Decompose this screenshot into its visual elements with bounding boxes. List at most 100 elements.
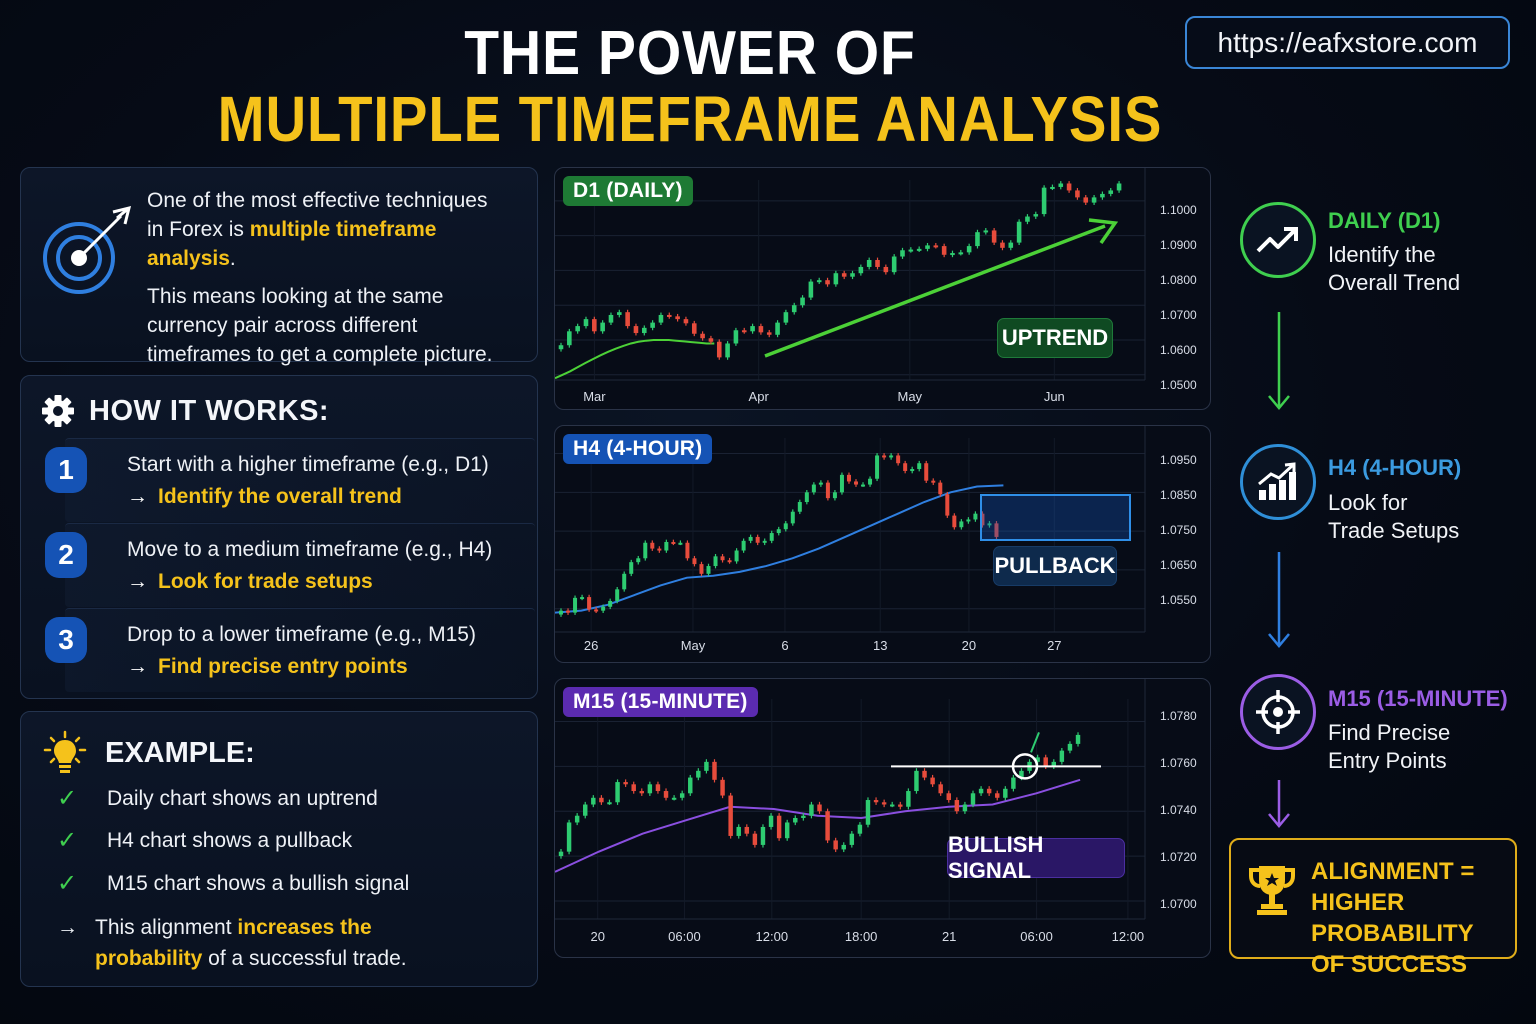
check-text: Daily chart shows an uptrend — [107, 786, 378, 810]
result-line3: OF SUCCESS — [1311, 951, 1468, 978]
x-axis-tick: May — [680, 638, 706, 653]
x-axis-tick: Jun — [1043, 389, 1065, 404]
x-axis-tick: 06:00 — [1020, 929, 1053, 944]
uptrend-label: UPTREND — [997, 318, 1113, 358]
y-axis-tick: 1.0650 — [1160, 558, 1197, 572]
result-line1: ALIGNMENT = — [1311, 858, 1475, 885]
candlestick-chart — [555, 426, 1146, 633]
x-axis-tick: 12:00 — [755, 929, 789, 944]
example-panel: EXAMPLE: ✓ Daily chart shows an uptrend … — [20, 711, 538, 987]
step-number-badge: 3 — [45, 617, 87, 663]
checkmark-icon: ✓ — [57, 870, 78, 897]
step-2: 2 Move to a medium timeframe (e.g., H4) … — [45, 523, 535, 607]
x-axis-tick: 13 — [872, 638, 888, 653]
check-text: M15 chart shows a bullish signal — [107, 871, 410, 895]
chart-h4-4hour: H4 (4-HOUR) PULLBACK 1.0950 1.0850 1.0750 1… — [554, 425, 1211, 663]
arrow-right-icon: → — [127, 485, 148, 508]
timeframe-badge-d1: D1 (DAILY) — [563, 176, 693, 206]
y-axis-tick: 1.0900 — [1160, 238, 1197, 252]
y-axis-tick: 1.0750 — [1160, 523, 1197, 537]
x-axis-tick: 18:00 — [844, 929, 878, 944]
y-axis-tick: 1.0720 — [1160, 850, 1197, 864]
x-axis-tick: 27 — [1047, 638, 1062, 653]
x-axis-tick: 6 — [781, 638, 789, 653]
intro-line2-prefix: in Forex is — [147, 218, 250, 241]
x-axis-tick: 26 — [583, 638, 599, 653]
y-axis-tick: 1.0740 — [1160, 803, 1197, 817]
arrow-down-icon — [1268, 552, 1290, 648]
arrow-right-icon: → — [127, 655, 148, 678]
example-heading: EXAMPLE: — [105, 736, 255, 769]
example-check-item: ✓ Daily chart shows an uptrend — [57, 784, 378, 813]
step-text: Move to a medium timeframe (e.g., H4) — [127, 538, 493, 561]
example-conclusion: → This alignment increases the probabili… — [57, 912, 435, 974]
conclusion-suffix: of a successful trade. — [202, 947, 407, 970]
intro-text: One of the most effective techniques in … — [147, 186, 527, 378]
trend-up-icon — [1240, 202, 1316, 278]
x-axis-tick: 06:00 — [668, 929, 701, 944]
flow-desc-m15: Find Precise Entry Points — [1328, 720, 1451, 773]
step-action: Identify the overall trend — [158, 485, 402, 508]
example-check-item: ✓ M15 chart shows a bullish signal — [57, 869, 409, 898]
chart-m15-15minute: M15 (15-MINUTE) BULLISH SIGNAL 1.0780 1.0… — [554, 678, 1211, 958]
y-axis-tick: 1.0550 — [1160, 593, 1197, 607]
step-text: Drop to a lower timeframe (e.g., M15) — [127, 623, 476, 646]
bar-chart-growth-icon — [1240, 444, 1316, 520]
arrow-down-icon — [1268, 780, 1290, 828]
how-it-works-heading: HOW IT WORKS: — [89, 394, 330, 427]
x-axis-tick: 20 — [590, 929, 605, 944]
page-title-line2: MULTIPLE TIMEFRAME ANALYSIS — [217, 83, 1163, 155]
flow-desc-d1: Identify the Overall Trend — [1328, 242, 1461, 295]
pullback-label: PULLBACK — [993, 546, 1117, 586]
step-number-badge: 2 — [45, 532, 87, 578]
x-axis-tick: May — [897, 389, 923, 404]
flow-title-m15: M15 (15-MINUTE) — [1328, 686, 1508, 711]
step-action: Look for trade setups — [158, 570, 373, 593]
x-axis-tick: Apr — [748, 389, 769, 404]
step-number-badge: 1 — [45, 447, 87, 493]
alignment-result-text: ALIGNMENT = HIGHER PROBABILITY OF SUCCES… — [1311, 856, 1515, 980]
example-header: EXAMPLE: — [43, 730, 255, 776]
conclusion-highlight: increases the probability — [95, 916, 372, 970]
step-text: Start with a higher timeframe (e.g., D1) — [127, 453, 489, 476]
x-axis-tick: 21 — [941, 929, 957, 944]
y-axis-tick: 1.0850 — [1160, 488, 1197, 502]
gear-icon — [42, 395, 74, 427]
website-url-link[interactable]: https://eafxstore.com — [1185, 16, 1510, 69]
y-axis-tick: 1.0700 — [1160, 308, 1197, 322]
alignment-result-box: ALIGNMENT = HIGHER PROBABILITY OF SUCCES… — [1229, 838, 1517, 978]
result-line2: HIGHER PROBABILITY — [1311, 889, 1474, 947]
conclusion-prefix: This alignment — [95, 916, 238, 939]
step-3: 3 Drop to a lower timeframe (e.g., M15) … — [45, 608, 535, 692]
page-title-line1: THE POWER OF — [464, 19, 916, 88]
target-arrow-icon — [43, 205, 131, 294]
intro-line1: One of the most effective techniques — [147, 189, 488, 212]
arrow-right-icon: → — [127, 570, 148, 593]
flow-title-h4: H4 (4-HOUR) — [1328, 455, 1462, 480]
flow-desc-h4: Look for Trade Setups — [1328, 490, 1460, 543]
y-axis-tick: 1.0780 — [1160, 709, 1197, 723]
intro-line2-suffix: . — [229, 247, 236, 270]
x-axis-tick: 20 — [961, 638, 977, 653]
timeframe-badge-m15: M15 (15-MINUTE) — [563, 687, 758, 717]
intro-paragraph2: This means looking at the same currency … — [147, 285, 493, 366]
checkmark-icon: ✓ — [57, 785, 78, 812]
y-axis-tick: 1.0950 — [1160, 453, 1197, 467]
timeframe-badge-h4: H4 (4-HOUR) — [563, 434, 713, 464]
how-it-works-panel: HOW IT WORKS: 1 Start with a higher time… — [20, 375, 538, 699]
arrow-right-icon: → — [57, 916, 78, 939]
step-action: Find precise entry points — [158, 655, 408, 678]
candlestick-chart — [555, 679, 1146, 920]
check-text: H4 chart shows a pullback — [107, 828, 353, 852]
intro-panel: One of the most effective techniques in … — [20, 167, 538, 366]
y-axis-tick: 1.0760 — [1160, 756, 1197, 770]
how-it-works-header: HOW IT WORKS: — [41, 394, 329, 428]
intro-highlight: multiple timeframe analysis — [147, 218, 437, 270]
arrow-down-icon — [1268, 312, 1290, 410]
y-axis-tick: 1.0800 — [1160, 273, 1197, 287]
bullish-signal-label: BULLISH SIGNAL — [947, 832, 1125, 883]
checkmark-icon: ✓ — [57, 827, 78, 854]
y-axis-tick: 1.1000 — [1160, 203, 1197, 217]
trophy-icon — [1249, 866, 1295, 915]
x-axis-tick: Mar — [583, 389, 606, 404]
